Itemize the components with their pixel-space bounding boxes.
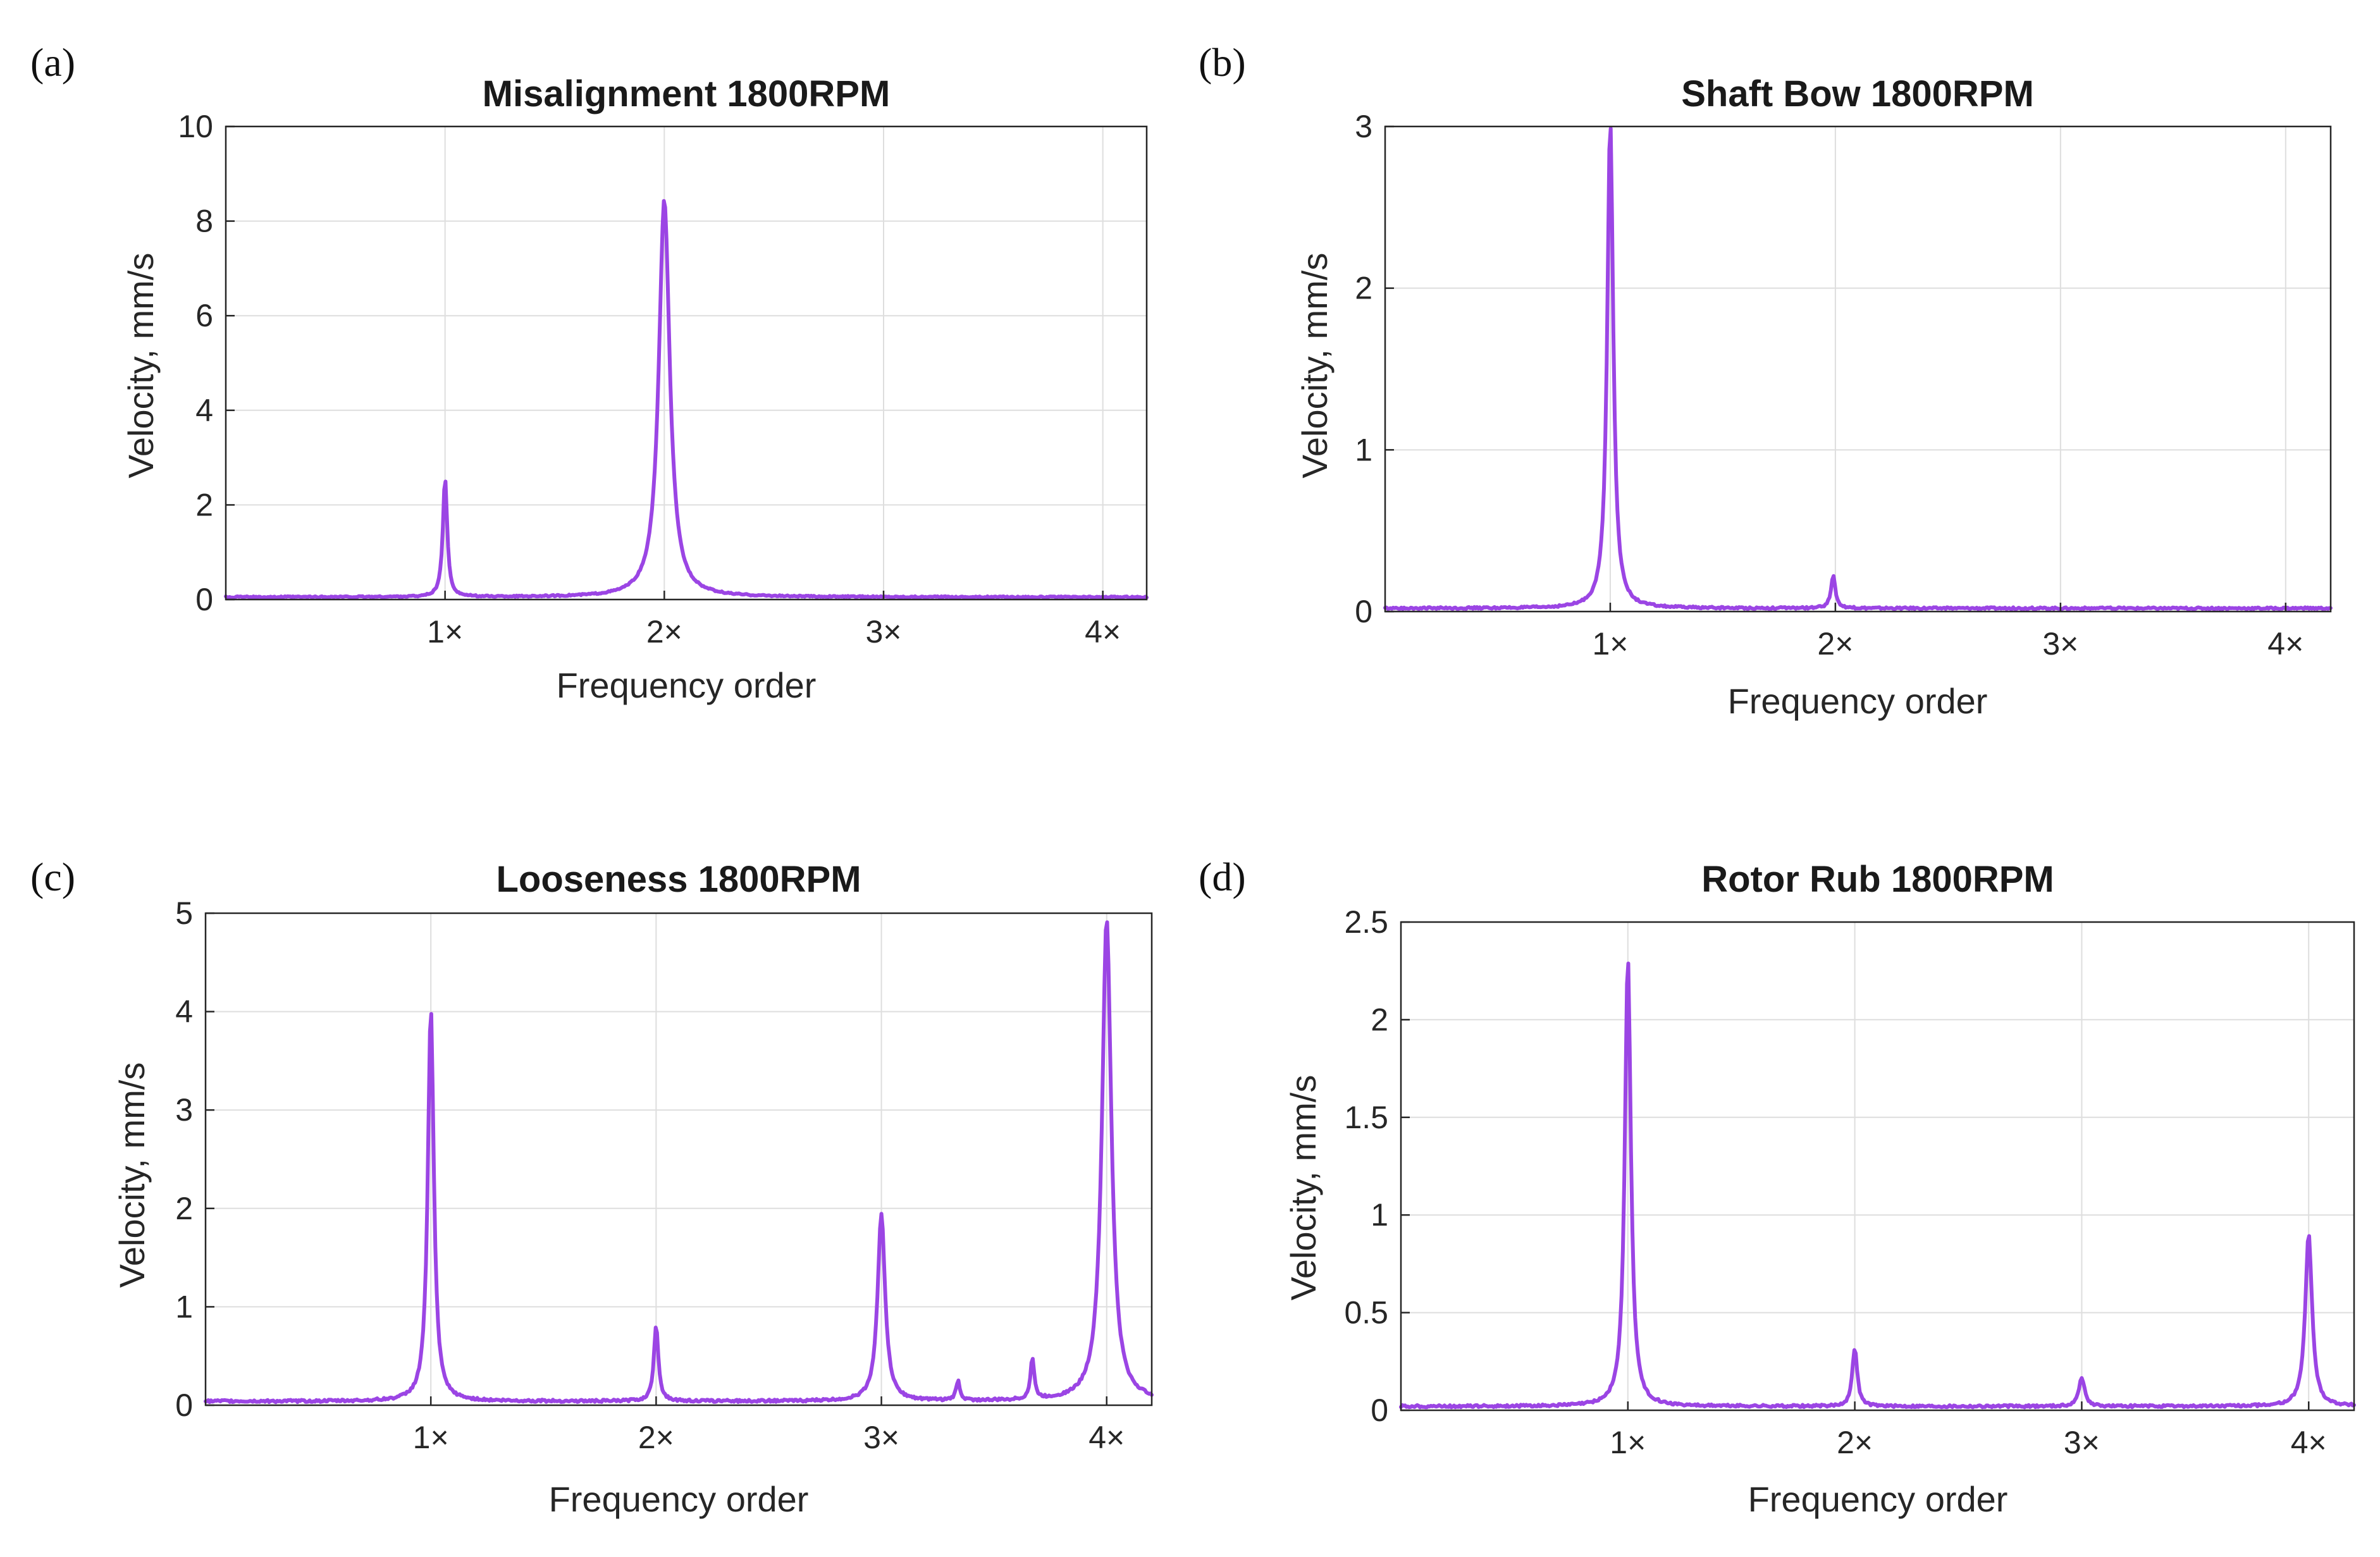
- ylabel-c: Velocity, mm/s: [112, 1062, 152, 1288]
- xlabel-b: Frequency order: [1728, 681, 1988, 721]
- chart-title-b: Shaft Bow 1800RPM: [1681, 73, 2034, 114]
- x-tick-label-b-1: 1×: [1592, 626, 1628, 662]
- xlabel-d: Frequency order: [1748, 1479, 2008, 1519]
- chart-title-d: Rotor Rub 1800RPM: [1701, 859, 2054, 900]
- y-tick-label-d-4: 2: [1371, 1002, 1388, 1037]
- x-tick-label-d-2: 2×: [1837, 1425, 1873, 1460]
- x-tick-label-c-1: 1×: [413, 1420, 449, 1455]
- chart-title-c: Looseness 1800RPM: [496, 859, 861, 900]
- y-tick-label-b-1: 1: [1355, 432, 1372, 467]
- y-tick-label-a-4: 8: [195, 204, 213, 239]
- y-tick-label-b-0: 0: [1355, 594, 1372, 629]
- ylabel-a: Velocity, mm/s: [121, 253, 161, 479]
- axes-box-c: [204, 912, 1153, 1406]
- panel-label-b: (b): [1199, 40, 1246, 85]
- y-tick-label-a-0: 0: [195, 582, 213, 617]
- x-tick-label-b-2: 2×: [1817, 626, 1853, 662]
- x-tick-label-c-2: 2×: [638, 1420, 674, 1455]
- x-tick-label-a-3: 3×: [865, 614, 901, 649]
- y-tick-label-b-3: 3: [1355, 109, 1372, 144]
- y-tick-label-a-2: 4: [195, 393, 213, 428]
- xlabel-c: Frequency order: [549, 1479, 809, 1519]
- y-tick-label-b-2: 2: [1355, 271, 1372, 306]
- series-line-b: [1383, 126, 2333, 612]
- series-line-d: [1399, 961, 2356, 1410]
- panel-label-a: (a): [30, 40, 75, 85]
- y-tick-label-a-1: 2: [195, 487, 213, 522]
- y-tick-label-d-2: 1: [1371, 1197, 1388, 1233]
- axes-box-a: [225, 125, 1148, 601]
- x-tick-label-d-4: 4×: [2291, 1425, 2327, 1460]
- y-tick-label-c-0: 0: [175, 1388, 193, 1423]
- y-tick-label-c-3: 3: [175, 1092, 193, 1128]
- panel-d: (d) Rotor Rub 1800RPM 1× 2× 3× 4× 0 0.5 1 1.5 2 2…: [1199, 854, 2356, 1519]
- y-tick-label-c-4: 4: [175, 994, 193, 1030]
- chart-title-a: Misalignment 1800RPM: [483, 73, 891, 114]
- plot-area-c: 1× 2× 3× 4× 0 1 2 3 4 5: [175, 895, 1154, 1455]
- y-tick-label-d-5: 2.5: [1344, 904, 1388, 940]
- x-tick-label-d-3: 3×: [2064, 1425, 2100, 1460]
- panel-b: (b) Shaft Bow 1800RPM 1× 2× 3× 4× 0 1 2 3 Frequ…: [1199, 40, 2333, 721]
- axes-box-d: [1400, 921, 2355, 1412]
- x-tick-label-c-3: 3×: [863, 1420, 899, 1455]
- x-tick-label-b-4: 4×: [2267, 626, 2303, 662]
- y-tick-label-a-5: 10: [178, 109, 213, 144]
- ylabel-d: Velocity, mm/s: [1283, 1075, 1323, 1301]
- panel-label-c: (c): [30, 854, 75, 899]
- plot-area-b: 1× 2× 3× 4× 0 1 2 3: [1355, 109, 2333, 662]
- series-line-a: [224, 199, 1149, 600]
- y-tick-label-a-3: 6: [195, 298, 213, 333]
- x-tick-label-c-4: 4×: [1088, 1420, 1125, 1455]
- y-tick-label-d-3: 1.5: [1344, 1100, 1388, 1135]
- y-tick-label-c-1: 1: [175, 1289, 193, 1324]
- axes-box-b: [1384, 125, 2332, 613]
- panel-label-d: (d): [1199, 854, 1246, 899]
- x-tick-label-a-4: 4×: [1085, 614, 1121, 649]
- plot-area-d: 1× 2× 3× 4× 0 0.5 1 1.5 2 2.5: [1344, 904, 2356, 1460]
- panel-c: (c) Looseness 1800RPM 1× 2× 3× 4× 0 1 2 3 4 5 Fre…: [30, 854, 1154, 1519]
- y-tick-label-d-0: 0: [1371, 1393, 1388, 1428]
- xlabel-a: Frequency order: [557, 665, 817, 705]
- y-tick-label-c-5: 5: [175, 895, 193, 931]
- ylabel-b: Velocity, mm/s: [1295, 253, 1335, 479]
- y-tick-label-c-2: 2: [175, 1191, 193, 1226]
- y-tick-label-d-1: 0.5: [1344, 1295, 1388, 1331]
- x-tick-label-d-1: 1×: [1610, 1425, 1646, 1460]
- x-tick-label-b-3: 3×: [2042, 626, 2078, 662]
- panel-a: (a) Misalignment 1800RPM 1× 2× 3× 4× 0 2 4 6 8 10…: [30, 40, 1149, 705]
- series-line-c: [204, 920, 1154, 1405]
- plot-area-a: 1× 2× 3× 4× 0 2 4 6 8 10: [178, 109, 1149, 649]
- x-tick-label-a-1: 1×: [427, 614, 463, 649]
- x-tick-label-a-2: 2×: [646, 614, 682, 649]
